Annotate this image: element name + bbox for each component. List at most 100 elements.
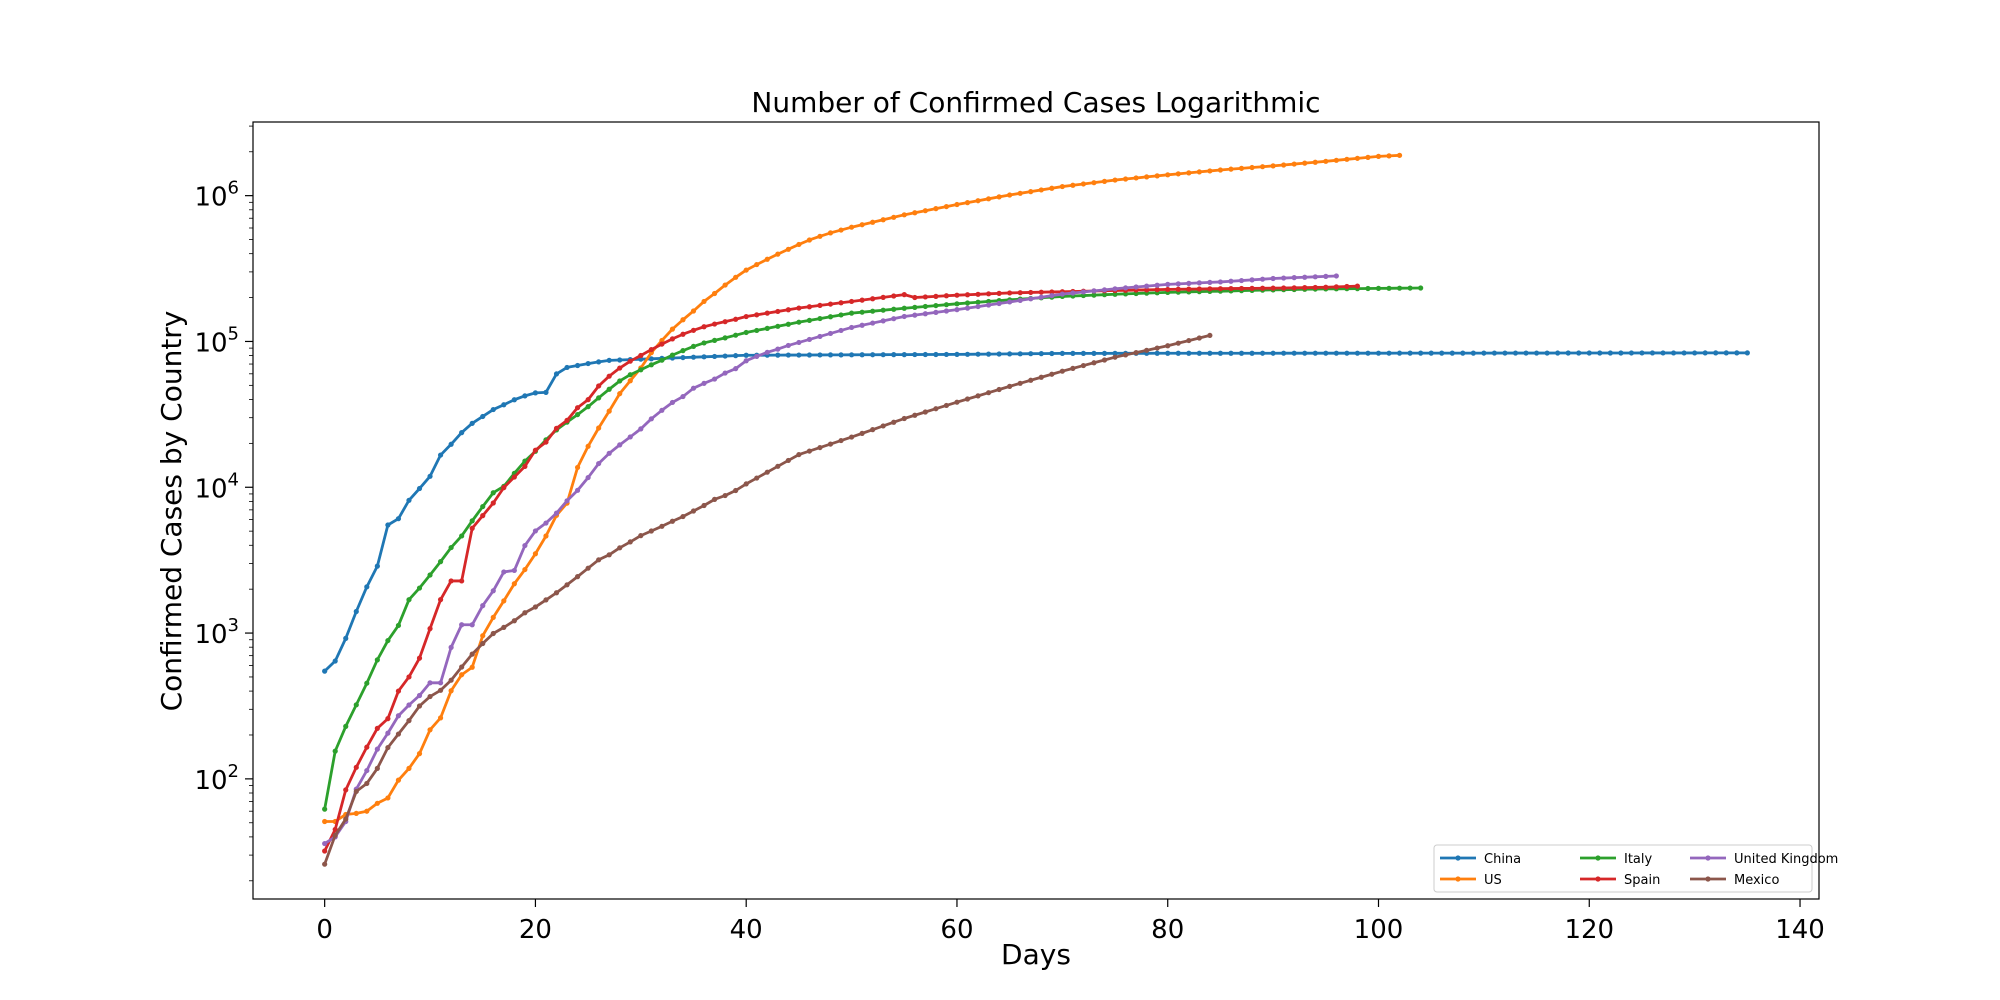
data-point [943, 293, 950, 299]
data-point [448, 677, 454, 683]
data-point [1207, 332, 1213, 339]
data-point [511, 618, 517, 624]
legend-item: Italy [1580, 852, 1653, 867]
data-point [1333, 157, 1339, 163]
data-point [469, 525, 475, 531]
legend-label: Mexico [1734, 873, 1779, 888]
data-point [353, 788, 359, 795]
data-point [374, 800, 380, 806]
data-point [437, 597, 444, 603]
data-point [1681, 350, 1687, 356]
data-point [322, 848, 328, 854]
data-point [796, 339, 802, 346]
data-point [459, 578, 465, 584]
data-point [912, 312, 918, 318]
data-point [1249, 350, 1255, 356]
legend-item: Mexico [1690, 873, 1779, 888]
data-point [796, 241, 802, 248]
data-point [1070, 182, 1076, 188]
data-point [490, 614, 496, 620]
data-point [490, 406, 496, 413]
data-point [701, 324, 707, 330]
legend-label: United Kingdom [1734, 852, 1838, 867]
data-point [701, 298, 707, 305]
data-point [385, 637, 391, 644]
data-point [827, 330, 834, 337]
data-point [933, 309, 939, 315]
data-point [1270, 163, 1276, 169]
data-point [427, 727, 433, 733]
data-point [985, 390, 992, 396]
data-point [364, 744, 370, 750]
data-point [606, 386, 612, 392]
data-point [733, 487, 739, 494]
data-point [933, 293, 939, 299]
data-point [332, 832, 338, 838]
x-tick-label: 40 [730, 915, 763, 945]
data-point [1692, 350, 1698, 356]
data-point [364, 780, 370, 787]
data-point [943, 203, 950, 210]
data-point [1017, 190, 1023, 196]
x-axis-label: Days [1001, 938, 1071, 971]
data-point [322, 840, 328, 847]
data-point [459, 430, 465, 436]
data-point [690, 354, 697, 360]
data-point [1502, 350, 1508, 356]
data-point [1144, 347, 1150, 353]
data-point [954, 201, 960, 208]
data-point [574, 362, 581, 369]
data-point [680, 348, 686, 354]
data-point [385, 716, 391, 722]
data-point [1059, 183, 1065, 190]
data-point [964, 200, 971, 206]
data-point [606, 408, 612, 414]
data-point [1238, 165, 1245, 171]
data-point [596, 425, 602, 431]
data-point [1586, 350, 1592, 356]
data-point [1734, 350, 1740, 356]
data-point [891, 419, 897, 425]
data-point [638, 533, 644, 539]
data-point [522, 463, 528, 469]
data-point [469, 622, 475, 628]
data-point [817, 352, 823, 358]
data-point [1165, 172, 1171, 178]
data-point [943, 402, 950, 409]
data-point [870, 296, 876, 302]
data-point [343, 723, 349, 730]
data-point [459, 622, 465, 628]
data-point [1259, 350, 1266, 356]
data-point [343, 787, 349, 793]
data-point [1133, 175, 1139, 181]
data-point [754, 312, 760, 318]
data-point [943, 351, 950, 358]
data-point [806, 352, 813, 358]
legend: China US Italy Spain United Kingdom Mexico [1433, 844, 1838, 893]
data-point [1144, 174, 1150, 180]
data-point [1017, 380, 1023, 386]
data-point [564, 417, 570, 423]
data-point [933, 351, 939, 358]
data-point [1333, 350, 1339, 356]
data-point [1059, 350, 1065, 357]
data-point [1354, 155, 1361, 161]
data-point [785, 246, 791, 252]
data-point [416, 485, 423, 492]
data-point [574, 464, 581, 471]
data-point [1281, 350, 1287, 356]
data-point [332, 658, 338, 664]
data-point [416, 585, 423, 591]
data-point [564, 364, 570, 371]
data-point [659, 407, 665, 413]
x-tick-label: 100 [1354, 915, 1404, 945]
data-point [1660, 350, 1666, 356]
data-point [1344, 283, 1350, 290]
data-point [891, 316, 897, 322]
data-point [627, 434, 633, 440]
data-point [701, 380, 707, 386]
data-point [680, 331, 686, 337]
data-point [1207, 279, 1213, 286]
data-point [1428, 350, 1434, 356]
data-point [912, 304, 918, 310]
